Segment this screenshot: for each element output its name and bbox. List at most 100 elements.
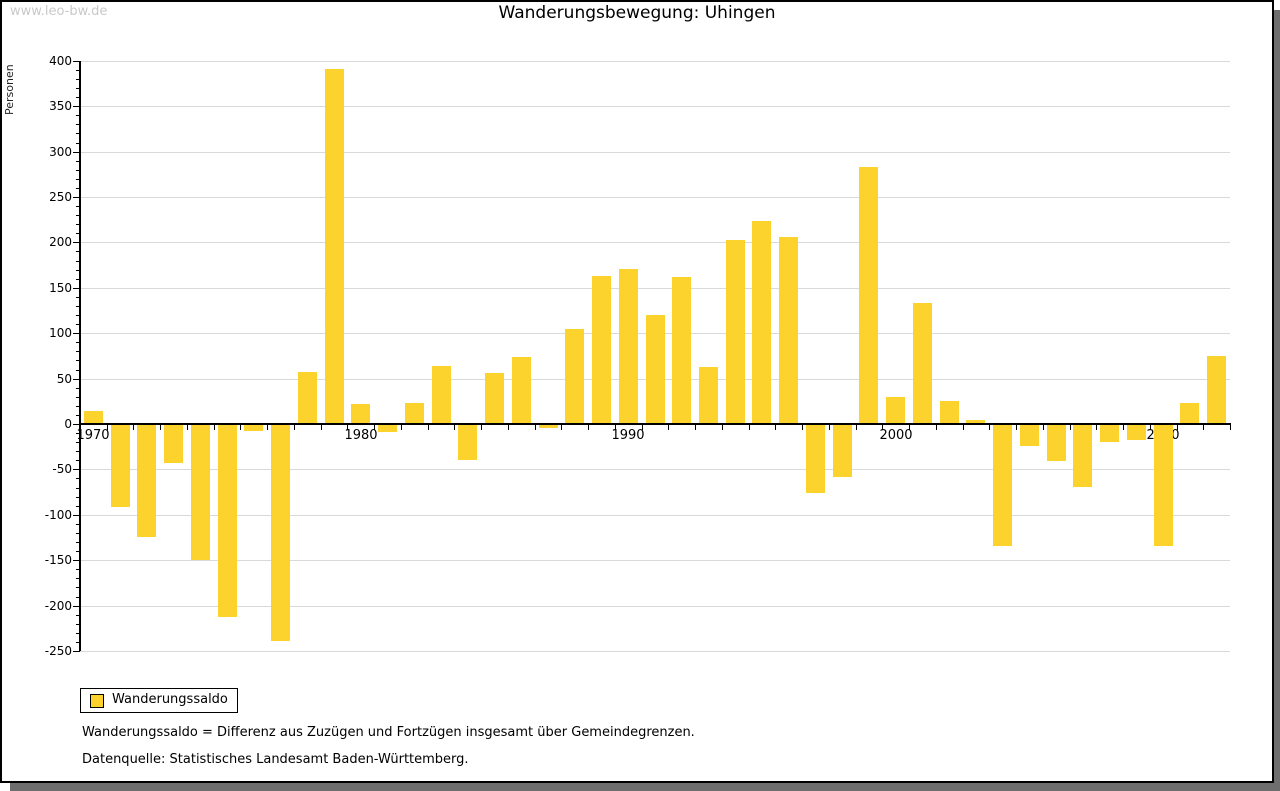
x-tick xyxy=(989,425,990,430)
footnote-source: Datenquelle: Statistisches Landesamt Bad… xyxy=(82,752,469,767)
y-minor-tick xyxy=(76,597,80,598)
y-minor-tick xyxy=(76,542,80,543)
y-minor-tick xyxy=(76,133,80,134)
y-tick-label-350: 350 xyxy=(49,99,72,113)
y-minor-tick xyxy=(76,342,80,343)
x-tick xyxy=(936,425,937,430)
window-shadow-right xyxy=(1274,10,1280,791)
y-minor-tick xyxy=(76,315,80,316)
y-minor-tick xyxy=(76,115,80,116)
x-tick xyxy=(749,425,750,430)
chart-title: Wanderungsbewegung: Uhingen xyxy=(498,3,776,23)
y-tick-label--200: -200 xyxy=(44,599,72,613)
y-minor-tick xyxy=(76,488,80,489)
x-axis-line xyxy=(79,423,1231,425)
y-minor-tick xyxy=(76,70,80,71)
x-tick xyxy=(321,425,322,430)
bar-2003 xyxy=(966,420,985,423)
x-tick xyxy=(722,425,723,430)
gridline-200 xyxy=(80,242,1230,243)
x-tick xyxy=(267,425,268,430)
y-tick-label-250: 250 xyxy=(49,190,72,204)
y-minor-tick xyxy=(76,433,80,434)
bar-1993 xyxy=(699,367,718,423)
bar-1973 xyxy=(164,425,183,463)
y-tick-150 xyxy=(73,288,80,289)
y-minor-tick xyxy=(76,224,80,225)
y-tick-label--150: -150 xyxy=(44,553,72,567)
gridline-250 xyxy=(80,197,1230,198)
bar-1971 xyxy=(111,425,130,507)
bar-1977 xyxy=(271,425,290,641)
y-minor-tick xyxy=(76,124,80,125)
gridline--250 xyxy=(80,651,1230,652)
x-axis-label-2000: 2000 xyxy=(879,428,913,443)
y-axis-line xyxy=(79,61,81,651)
bar-2006 xyxy=(1047,425,1066,461)
y-tick-350 xyxy=(73,106,80,107)
x-tick xyxy=(615,425,616,430)
y-minor-tick xyxy=(76,324,80,325)
y-tick-label-50: 50 xyxy=(56,372,72,386)
x-tick xyxy=(294,425,295,430)
x-tick xyxy=(642,425,643,430)
x-tick xyxy=(214,425,215,430)
x-tick xyxy=(1070,425,1071,430)
y-tick-100 xyxy=(73,333,80,334)
bar-1994 xyxy=(726,240,745,423)
y-minor-tick xyxy=(76,170,80,171)
x-tick xyxy=(882,425,883,430)
y-minor-tick xyxy=(76,415,80,416)
gridline--50 xyxy=(80,469,1230,470)
y-minor-tick xyxy=(76,615,80,616)
bar-1995 xyxy=(752,221,771,423)
bar-1997 xyxy=(806,425,825,493)
y-minor-tick xyxy=(76,261,80,262)
gridline-300 xyxy=(80,152,1230,153)
y-tick-label--250: -250 xyxy=(44,644,72,658)
x-tick xyxy=(1150,425,1151,430)
y-tick-label-150: 150 xyxy=(49,281,72,295)
bar-2008 xyxy=(1100,425,1119,442)
y-minor-tick xyxy=(76,206,80,207)
y-tick-300 xyxy=(73,152,80,153)
bar-1982 xyxy=(405,403,424,423)
x-tick xyxy=(1096,425,1097,430)
bar-1975 xyxy=(218,425,237,617)
bar-2001 xyxy=(913,303,932,423)
y-minor-tick xyxy=(76,306,80,307)
y-minor-tick xyxy=(76,233,80,234)
y-tick-label-300: 300 xyxy=(49,145,72,159)
x-tick xyxy=(187,425,188,430)
bar-1978 xyxy=(298,372,317,423)
bar-2007 xyxy=(1073,425,1092,487)
x-tick xyxy=(1230,425,1231,430)
x-tick xyxy=(1016,425,1017,430)
legend: Wanderungssaldo xyxy=(80,688,238,713)
y-minor-tick xyxy=(76,633,80,634)
y-minor-tick xyxy=(76,460,80,461)
bar-1980 xyxy=(351,404,370,423)
y-minor-tick xyxy=(76,397,80,398)
y-minor-tick xyxy=(76,351,80,352)
y-minor-tick xyxy=(76,279,80,280)
x-tick xyxy=(909,425,910,430)
y-minor-tick xyxy=(76,406,80,407)
bar-2011 xyxy=(1180,403,1199,423)
y-minor-tick xyxy=(76,179,80,180)
y-tick-label--50: -50 xyxy=(52,462,72,476)
x-tick xyxy=(802,425,803,430)
bar-1972 xyxy=(137,425,156,537)
x-tick xyxy=(1123,425,1124,430)
x-tick xyxy=(588,425,589,430)
y-tick--200 xyxy=(73,606,80,607)
y-minor-tick xyxy=(76,215,80,216)
y-minor-tick xyxy=(76,360,80,361)
x-tick xyxy=(428,425,429,430)
x-tick xyxy=(1043,425,1044,430)
y-minor-tick xyxy=(76,79,80,80)
gridline-400 xyxy=(80,61,1230,62)
bar-1983 xyxy=(432,366,451,423)
bar-1970 xyxy=(84,411,103,423)
x-axis-label-1990: 1990 xyxy=(611,428,645,443)
